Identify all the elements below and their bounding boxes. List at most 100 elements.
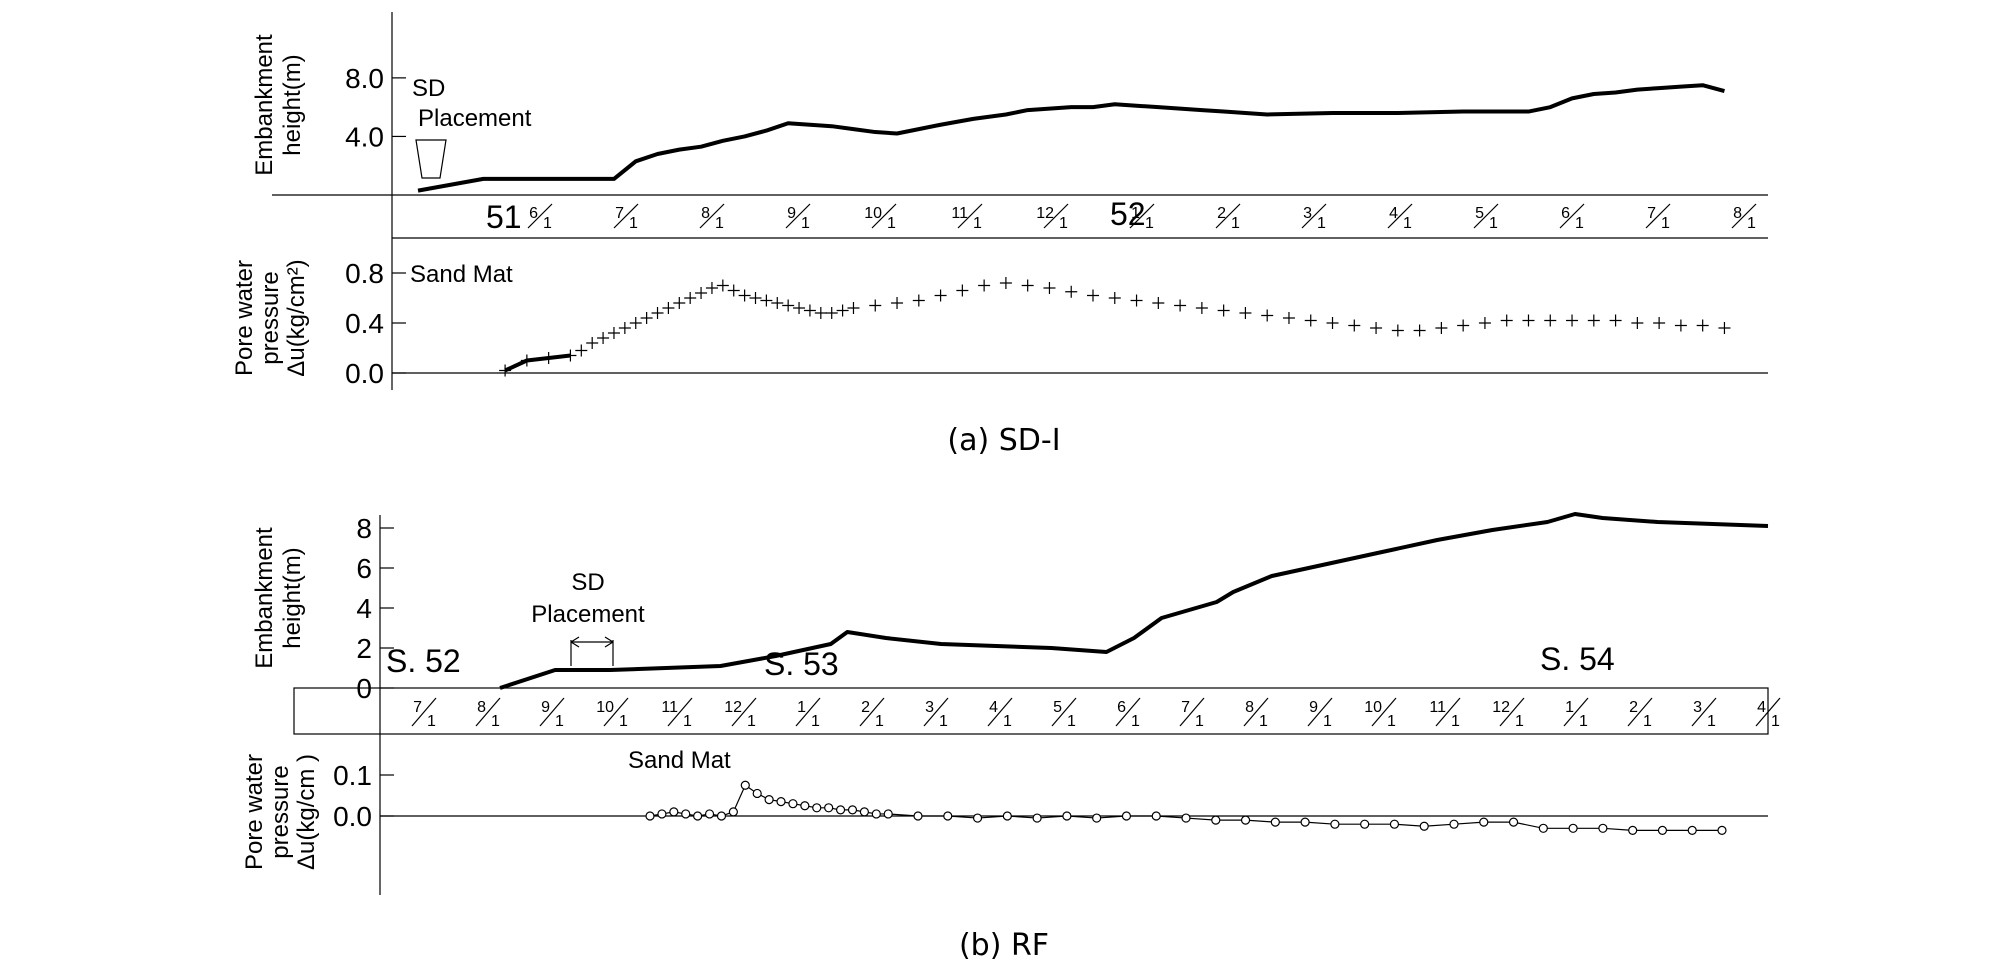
pressure-point [1566, 314, 1579, 327]
pressure-point [800, 801, 810, 811]
ytick-label: 0.8 [345, 258, 384, 289]
pressure-point [1500, 314, 1513, 327]
month-denominator: 1 [1323, 713, 1332, 730]
pressure-point [1718, 322, 1731, 334]
ytick-label: 4 [356, 593, 372, 624]
pressure-point [705, 282, 718, 294]
panel-a-lower-ylabel-2: pressure [257, 271, 284, 364]
pressure-point [1449, 819, 1459, 829]
month-numerator: 7 [615, 205, 624, 222]
pressure-line [649, 784, 1722, 831]
month-denominator: 1 [1575, 215, 1584, 232]
month-denominator: 1 [875, 713, 884, 730]
pressure-point [883, 809, 893, 819]
pressure-point [1300, 817, 1310, 827]
month-denominator: 1 [747, 713, 756, 730]
pressure-point [673, 297, 686, 309]
month-numerator: 7 [413, 699, 422, 716]
month-numerator: 1 [1131, 205, 1140, 222]
ytick-label: 0 [356, 673, 372, 704]
panel-b-lower-ylabel-2: pressure [267, 765, 294, 858]
pressure-point [728, 807, 738, 817]
pressure-point [1696, 319, 1709, 332]
month-numerator: 7 [1181, 699, 1190, 716]
pressure-point [716, 811, 727, 821]
month-numerator: 12 [1492, 699, 1510, 716]
pressure-point [1479, 817, 1489, 827]
month-numerator: 9 [787, 205, 796, 222]
month-numerator: 8 [1245, 699, 1254, 716]
panel-a-upper-ylabel-2: height(m) [279, 54, 306, 155]
month-numerator: 2 [861, 699, 870, 716]
pressure-point [1413, 324, 1426, 337]
pressure-point [684, 292, 697, 304]
pressure-point [681, 809, 691, 819]
panel-a-lower-ylabel-1: Pore water [231, 260, 258, 376]
month-numerator: 5 [1053, 699, 1062, 716]
pressure-point [1508, 817, 1519, 827]
pressure-point [640, 312, 653, 324]
panel-b-lower-ylabel-3: Δu(kg/cm ) [293, 754, 320, 870]
pressure-point [669, 807, 679, 817]
embankment-line [499, 512, 1769, 690]
month-slash [1627, 697, 1653, 727]
pressure-point [1174, 299, 1187, 312]
pressure-point [788, 799, 798, 809]
ytick-label: 8 [356, 513, 372, 544]
month-numerator: 6 [1561, 205, 1570, 222]
pressure-point [1261, 309, 1274, 322]
month-slash [1243, 697, 1269, 727]
month-denominator: 1 [427, 713, 436, 730]
month-slash [1129, 203, 1155, 229]
panel-b-timeline-box [293, 687, 1769, 735]
month-denominator: 1 [1195, 713, 1204, 730]
panel-b-upper-ylabel-1: Embankment [251, 527, 278, 669]
month-slash [411, 697, 437, 727]
month-denominator: 1 [555, 713, 564, 730]
pressure-point [1002, 811, 1012, 821]
panel-b-upper-yticks: 0 2 4 6 8 [356, 513, 394, 704]
month-slash [1559, 203, 1585, 229]
panel-b-caption: (b) RF [959, 928, 1049, 963]
month-numerator: 6 [1117, 699, 1126, 716]
month-numerator: 10 [1364, 699, 1382, 716]
panel-b-label-s54: S. 54 [1540, 641, 1615, 677]
month-numerator: 9 [1309, 699, 1318, 716]
pressure-point [978, 279, 991, 292]
month-numerator: 3 [1693, 699, 1702, 716]
pressure-point [575, 344, 588, 357]
pressure-point [1360, 819, 1370, 829]
month-denominator: 1 [543, 215, 552, 232]
month-slash [785, 203, 811, 229]
embankment-line [417, 83, 1725, 193]
month-slash [859, 697, 885, 727]
pressure-point [847, 805, 858, 815]
pressure-point [1628, 825, 1638, 835]
pressure-point [824, 803, 834, 813]
month-slash [795, 697, 821, 727]
month-slash [1115, 697, 1141, 727]
panel-b-pore-pressure-series [645, 780, 1727, 835]
month-slash [1043, 203, 1069, 229]
pressure-point [764, 794, 774, 805]
month-denominator: 1 [715, 215, 724, 232]
panel-a-lower-yticks: 0.0 0.4 0.8 [345, 258, 406, 389]
pressure-point [1270, 817, 1280, 827]
month-denominator: 1 [1145, 215, 1154, 232]
month-slash [1371, 697, 1397, 727]
pressure-point [1217, 304, 1230, 317]
panel-b-embankment-series [499, 512, 1769, 690]
month-numerator: 2 [1629, 699, 1638, 716]
month-slash [1473, 203, 1499, 229]
panel-b-month-ticks: 7181911011111211121314151617181911011111… [411, 697, 1781, 730]
panel-b-placement-label: Placement [531, 601, 645, 628]
pressure-point [1021, 279, 1034, 292]
pressure-point [1043, 282, 1056, 294]
month-numerator: 8 [701, 205, 710, 222]
pressure-point [956, 284, 969, 297]
month-denominator: 1 [1067, 713, 1076, 730]
month-denominator: 1 [1643, 713, 1652, 730]
pressure-point [1687, 825, 1697, 835]
month-denominator: 1 [939, 713, 948, 730]
